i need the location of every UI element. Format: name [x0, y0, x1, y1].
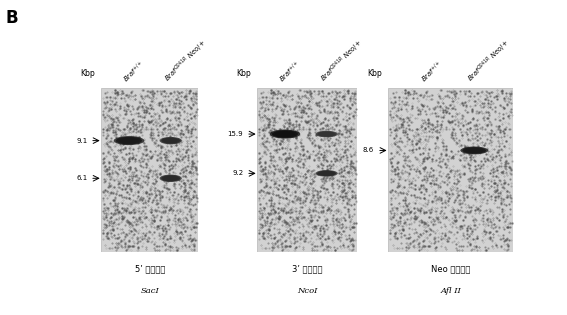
Ellipse shape: [317, 131, 336, 137]
Text: Kbp: Kbp: [367, 69, 382, 78]
Text: NcoI: NcoI: [297, 287, 318, 295]
Text: SacI: SacI: [141, 287, 159, 295]
Ellipse shape: [119, 138, 139, 144]
Ellipse shape: [317, 171, 336, 176]
Ellipse shape: [315, 131, 338, 137]
Text: Kbp: Kbp: [236, 69, 251, 78]
Text: 15.9: 15.9: [228, 131, 243, 137]
Text: 9.2: 9.2: [232, 170, 243, 176]
Text: $\it{Braf}^{+/+}$: $\it{Braf}^{+/+}$: [277, 59, 303, 85]
Text: $\it{Braf}^{Q241R}$ $\it{Neo/+}$: $\it{Braf}^{Q241R}$ $\it{Neo/+}$: [162, 37, 210, 85]
Ellipse shape: [319, 171, 334, 175]
Text: $\it{Braf}^{Q241R}$ $\it{Neo/+}$: $\it{Braf}^{Q241R}$ $\it{Neo/+}$: [466, 37, 514, 85]
Ellipse shape: [163, 138, 178, 143]
Text: 3’ ブローブ: 3’ ブローブ: [292, 265, 323, 274]
Text: 8.6: 8.6: [363, 147, 374, 153]
Ellipse shape: [270, 129, 301, 139]
Bar: [257, 88, 357, 252]
Text: B: B: [6, 9, 18, 27]
Text: $\it{Braf}^{+/+}$: $\it{Braf}^{+/+}$: [121, 59, 147, 85]
Ellipse shape: [163, 176, 178, 181]
Text: $\it{Braf}^{+/+}$: $\it{Braf}^{+/+}$: [419, 59, 445, 85]
Ellipse shape: [114, 136, 144, 145]
Text: $\it{Braf}^{Q241R}$ $\it{Neo/+}$: $\it{Braf}^{Q241R}$ $\it{Neo/+}$: [318, 37, 366, 85]
Ellipse shape: [463, 147, 486, 154]
Bar: [101, 88, 198, 252]
Ellipse shape: [315, 170, 338, 177]
Ellipse shape: [159, 175, 182, 182]
Text: Afl II: Afl II: [440, 287, 461, 295]
Ellipse shape: [161, 137, 180, 144]
Text: Neo ブローブ: Neo ブローブ: [431, 265, 470, 274]
Text: Kbp: Kbp: [80, 69, 95, 78]
Ellipse shape: [159, 137, 182, 144]
Ellipse shape: [460, 146, 488, 154]
Ellipse shape: [465, 148, 483, 153]
Text: 5’ ブローブ: 5’ ブローブ: [134, 265, 165, 274]
Text: 9.1: 9.1: [76, 138, 87, 144]
Ellipse shape: [319, 132, 334, 136]
Ellipse shape: [272, 130, 298, 138]
Ellipse shape: [116, 137, 142, 145]
Ellipse shape: [275, 131, 295, 137]
Ellipse shape: [161, 175, 180, 181]
Text: 6.1: 6.1: [76, 175, 87, 181]
